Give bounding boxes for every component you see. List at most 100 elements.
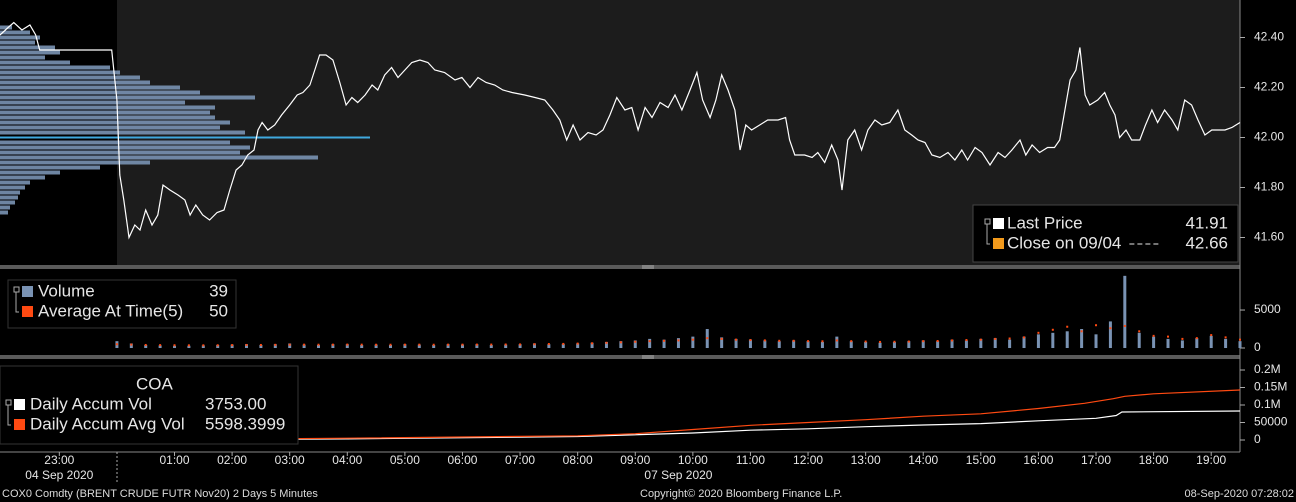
avg-dot (1008, 337, 1011, 340)
volume-profile-bar (0, 90, 200, 95)
volume-bar (1238, 341, 1242, 349)
volume-profile-bar (0, 100, 185, 105)
series-line (0, 379, 1241, 441)
volume-bar (1022, 336, 1026, 349)
volume-bar (1195, 338, 1199, 349)
y-tick-label: 5000 (1254, 302, 1281, 316)
volume-bar (475, 344, 479, 349)
legend-swatch (993, 238, 1004, 249)
series-line (0, 21, 1241, 240)
x-tick-label: 16:00 (1023, 453, 1053, 467)
volume-bar (720, 337, 724, 349)
volume-profile-bar (0, 60, 70, 65)
volume-bar (662, 339, 666, 349)
volume-bar (158, 345, 162, 349)
volume-profile-bar (0, 130, 245, 135)
x-tick-label: 05:00 (390, 453, 420, 467)
avg-dot (1080, 330, 1083, 333)
volume-bar (777, 341, 781, 349)
x-tick-label: 17:00 (1081, 453, 1111, 467)
volume-profile-bar (0, 140, 230, 145)
volume-profile-bar (0, 200, 15, 205)
avg-dot (893, 340, 896, 343)
avg-dot (1109, 327, 1112, 330)
volume-bar (216, 344, 220, 349)
avg-dot (677, 339, 680, 342)
panel-divider (0, 355, 1240, 359)
avg-dot (360, 343, 363, 346)
volume-bar (1080, 329, 1084, 349)
volume-profile-bar (0, 185, 25, 190)
x-tick-label: 09:00 (620, 453, 650, 467)
avg-dot (202, 344, 205, 347)
avg-dot (490, 343, 493, 346)
x-tick-label: 04:00 (332, 453, 362, 467)
avg-dot (979, 338, 982, 341)
legend-tree (5, 399, 12, 426)
avg-dot (763, 339, 766, 342)
volume-bar (950, 339, 954, 349)
legend-tree (984, 218, 991, 245)
volume-bar (446, 344, 450, 349)
avg-dot (475, 343, 478, 346)
volume-bar (173, 345, 177, 349)
legend-swatch (14, 419, 25, 430)
volume-profile-bar (0, 65, 110, 70)
volume-bar (1152, 336, 1156, 349)
avg-dot (245, 343, 248, 346)
legend-label: Average At Time(5) (38, 301, 183, 320)
x-tick-label: 15:00 (966, 453, 996, 467)
x-tick-label: 10:00 (678, 453, 708, 467)
legend-title: COA (136, 374, 174, 393)
avg-dot (1181, 337, 1184, 340)
avg-dot (375, 343, 378, 346)
avg-dot (879, 340, 882, 343)
legend-label: Close on 09/04 (1007, 233, 1121, 252)
volume-profile-bar (0, 180, 30, 185)
volume-profile-bar (0, 145, 250, 150)
volume-bar (864, 341, 868, 349)
avg-dot (1066, 325, 1069, 328)
x-tick-label: 14:00 (908, 453, 938, 467)
volume-bar (144, 344, 148, 349)
avg-dot (778, 339, 781, 342)
avg-dot (403, 343, 406, 346)
avg-dot (691, 338, 694, 341)
panel-divider (0, 265, 1240, 269)
volume-profile-bar (0, 95, 255, 100)
volume-bar (979, 338, 983, 349)
avg-dot (115, 343, 118, 346)
legend-label: Last Price (1007, 213, 1083, 232)
volume-profile-bar (0, 50, 60, 55)
y-tick-label: 42.20 (1254, 80, 1284, 94)
volume-bar (316, 344, 320, 349)
volume-bar (460, 344, 464, 349)
avg-dot (187, 344, 190, 347)
volume-bar (590, 342, 594, 349)
avg-dot (663, 339, 666, 342)
avg-dot (591, 342, 594, 345)
avg-dot (605, 341, 608, 344)
volume-bar (576, 343, 580, 349)
volume-bar (964, 340, 968, 349)
volume-profile-bar (0, 35, 40, 40)
volume-bar (792, 340, 796, 349)
avg-dot (634, 340, 637, 343)
y-tick-label: 42.00 (1254, 130, 1284, 144)
volume-bar (129, 343, 133, 349)
x-tick-label: 12:00 (793, 453, 823, 467)
volume-bar (835, 336, 839, 349)
volume-profile-bar (0, 136, 370, 139)
volume-bar (1036, 334, 1040, 349)
volume-bar (763, 340, 767, 349)
legend-box (0, 365, 299, 445)
avg-dot (1123, 324, 1126, 327)
y-tick-label: 0.2M (1254, 362, 1281, 376)
volume-bar (734, 338, 738, 349)
volume-profile-bar (0, 40, 35, 45)
avg-dot (821, 340, 824, 343)
avg-dot (547, 343, 550, 346)
x-tick-label: 02:00 (217, 453, 247, 467)
legend-value: 50 (209, 301, 228, 320)
avg-dot (1037, 331, 1040, 334)
